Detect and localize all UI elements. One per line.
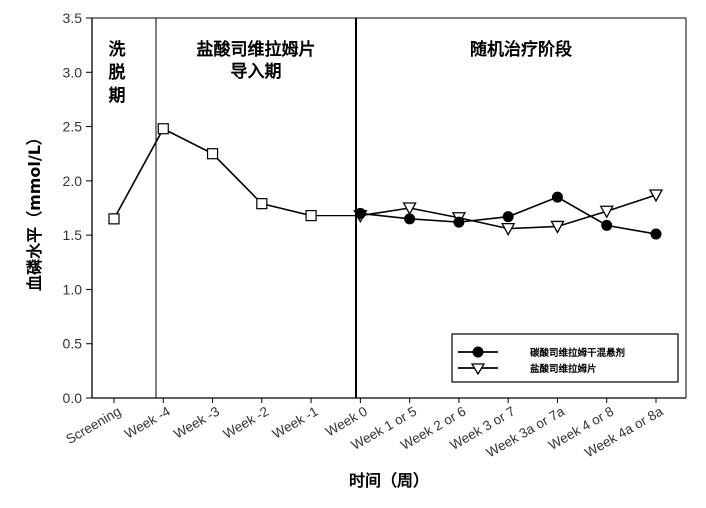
data-point (305, 210, 317, 222)
x-axis-title: 时间（周） (349, 471, 429, 490)
x-tick-label: Week -2 (220, 404, 271, 442)
data-point (108, 213, 120, 225)
series-layer (108, 123, 664, 240)
data-point (404, 213, 416, 225)
data-point (502, 211, 514, 223)
data-point (551, 191, 563, 203)
data-point (206, 148, 219, 160)
phase-label-1: 洗 (109, 39, 126, 60)
data-point (157, 123, 169, 135)
y-tick-label: 0.0 (63, 390, 83, 406)
data-point (453, 216, 465, 228)
x-tick-label: Week -4 (122, 403, 173, 441)
y-tick-label: 2.5 (63, 119, 83, 135)
data-point (650, 228, 662, 240)
phase-label-2: 盐酸司维拉姆片 (197, 39, 316, 60)
data-point (501, 222, 516, 236)
y-tick-label: 0.5 (63, 336, 83, 352)
legend-label-2: 盐酸司维拉姆片 (530, 363, 597, 375)
data-point (599, 205, 614, 219)
phase-label-1: 脱 (109, 62, 126, 83)
phase-label-2: 导入期 (231, 62, 282, 82)
legend-box (451, 333, 679, 383)
x-tick-label: Screening (63, 404, 123, 447)
y-axis-title: 血磷水平（mmol/L） (25, 129, 44, 291)
phase-label-3: 随机治疗阶段 (470, 39, 572, 60)
plot-frame (91, 17, 687, 399)
legend-label-1: 碳酸司维拉姆干混悬剂 (530, 347, 625, 359)
x-tick-label: Week -3 (171, 404, 222, 442)
data-point (550, 220, 565, 234)
y-axis-ticks: 0.0 0.5 1.0 1.5 2.0 2.5 3.0 3.5 (63, 10, 92, 406)
legend: 碳酸司维拉姆干混悬剂 盐酸司维拉姆片 (451, 333, 679, 383)
y-tick-label: 1.5 (63, 227, 83, 243)
y-tick-label: 3.0 (63, 64, 83, 80)
data-point (648, 189, 664, 203)
data-point (601, 219, 613, 231)
data-point (354, 207, 366, 219)
phase-dividers (155, 18, 357, 398)
y-tick-label: 2.0 (63, 173, 83, 189)
phase-label-1: 期 (109, 86, 126, 106)
data-point (256, 198, 268, 210)
data-point (402, 202, 417, 216)
y-tick-label: 1.0 (63, 281, 83, 297)
legend-marker-1 (472, 346, 484, 358)
series-line-2 (113, 127, 312, 220)
legend-marker-2 (470, 363, 486, 376)
x-tick-label: Week -1 (270, 404, 321, 442)
y-tick-label: 3.5 (63, 10, 83, 26)
